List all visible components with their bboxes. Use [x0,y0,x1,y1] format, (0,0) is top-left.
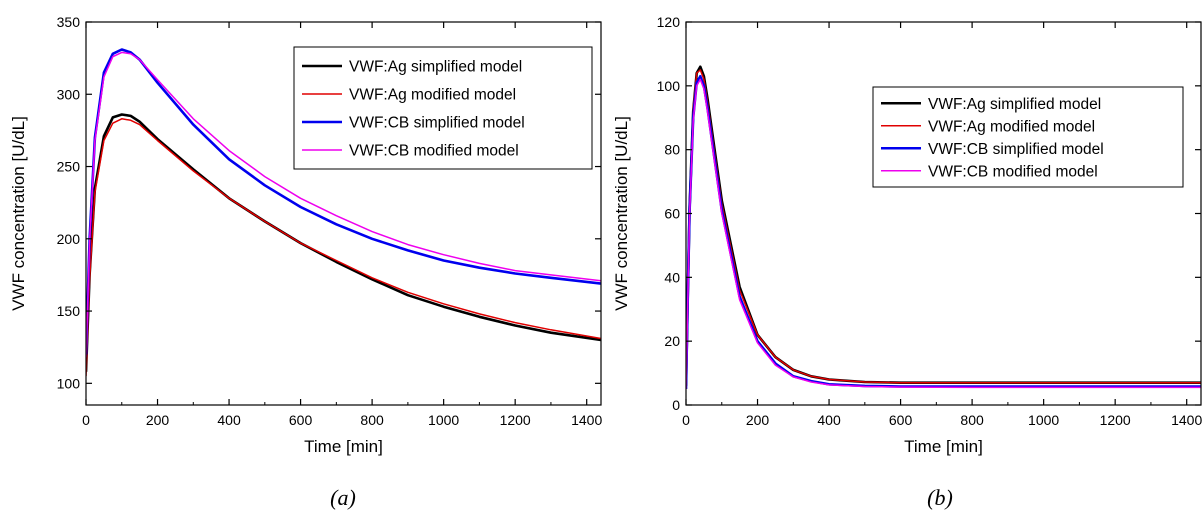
x-tick-label: 1000 [428,412,459,428]
chart-panel: 0 200 400 600 800 1000 1200 1400 100 150 200 250 300… [9,14,602,510]
x-tick-label: 1400 [1171,412,1202,428]
plot-frame [85,21,602,406]
legend-box [872,86,1184,188]
y-tick-label: 300 [57,86,81,102]
x-tick-label: 400 [217,412,241,428]
panel-caption: (b) [927,485,953,510]
series-lines [686,65,1201,390]
y-tick-label: 80 [664,142,680,158]
panel-caption: (a) [330,485,356,510]
x-tick-label: 0 [682,412,690,428]
series-line [686,78,1201,390]
y-tick-label: 0 [672,397,680,413]
x-tick-label: 1000 [1028,412,1059,428]
series-line [86,118,601,377]
legend-entry: VWF:CB simplified model [928,141,1104,158]
y-tick-label: 150 [57,303,81,319]
x-axis-label: Time [min] [904,437,983,456]
x-tick-label: 0 [82,412,90,428]
y-axis-label: VWF concentration [U/dL] [9,116,28,311]
legend-entry: VWF:Ag modified model [928,118,1095,135]
y-tick-label: 200 [57,231,81,247]
y-tick-label: 40 [664,269,680,285]
y-tick-label: 60 [664,206,680,222]
legend-entry: VWF:Ag simplified model [928,96,1101,113]
legend-entry: VWF:CB modified model [928,163,1098,180]
y-tick-label: 20 [664,333,680,349]
y-tick-label: 100 [57,375,81,391]
x-tick-label: 800 [960,412,984,428]
x-tick-label: 200 [146,412,170,428]
x-tick-label: 1200 [500,412,531,428]
x-tick-label: 1400 [571,412,602,428]
x-tick-label: 400 [817,412,841,428]
y-axis-label: VWF concentration [U/dL] [612,116,631,311]
y-tick-label: 120 [657,14,681,30]
y-tick-label: 350 [57,14,81,30]
legend-entry: VWF:Ag simplified model [349,59,522,76]
x-tick-label: 600 [889,412,913,428]
y-tick-label: 100 [657,78,681,94]
x-tick-label: 200 [746,412,770,428]
series-lines [86,48,601,377]
legend-entry: VWF:CB simplified model [349,115,525,132]
legend-box [293,46,593,170]
series-line [86,51,601,358]
legend-entry: VWF:CB modified model [349,143,519,160]
legend-entry: VWF:Ag modified model [349,87,516,104]
chart-panel: 0 200 400 600 800 1000 1200 1400 0 20 40 60 80 100 120… [612,14,1202,510]
x-axis-label: Time [min] [304,437,383,456]
x-tick-label: 800 [360,412,384,428]
series-line [86,48,601,355]
x-tick-label: 1200 [1100,412,1131,428]
x-tick-label: 600 [289,412,313,428]
y-tick-label: 250 [57,159,81,175]
